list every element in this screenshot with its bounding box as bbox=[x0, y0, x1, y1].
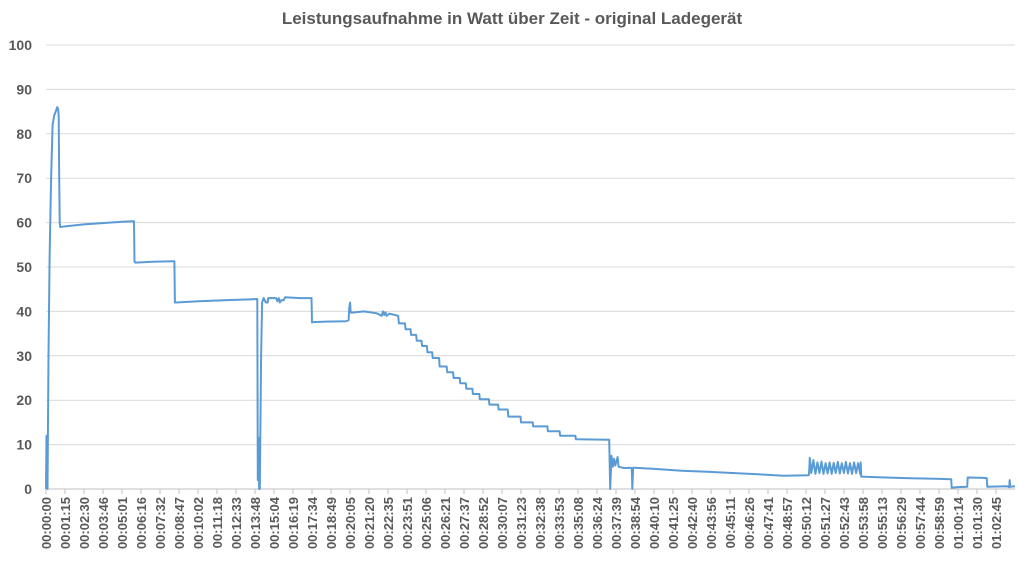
x-tick-label: 00:55:13 bbox=[875, 497, 890, 549]
x-tick-label: 00:25:06 bbox=[419, 497, 434, 549]
x-tick-label: 00:37:39 bbox=[609, 497, 624, 549]
series-layer bbox=[45, 106, 1016, 490]
x-tick-label: 00:46:26 bbox=[742, 497, 757, 549]
x-tick-label: 00:35:08 bbox=[571, 497, 586, 549]
y-tick-label: 20 bbox=[16, 392, 32, 408]
x-tick-label: 00:32:38 bbox=[533, 497, 548, 549]
x-tick-label: 00:00:00 bbox=[39, 497, 54, 549]
x-tick-label: 00:30:07 bbox=[495, 497, 510, 549]
x-tick-label: 00:20:05 bbox=[343, 497, 358, 549]
x-tick-label: 00:50:12 bbox=[799, 497, 814, 549]
x-tick-label: 00:58:59 bbox=[932, 497, 947, 549]
x-tick-label: 00:41:25 bbox=[666, 497, 681, 549]
x-tick-label: 00:28:52 bbox=[476, 497, 491, 549]
x-tick-label: 00:31:23 bbox=[514, 497, 529, 549]
y-tick-label: 70 bbox=[16, 170, 32, 186]
x-tick-label: 01:00:14 bbox=[951, 496, 966, 549]
x-tick-label: 00:33:53 bbox=[552, 497, 567, 549]
x-tick-label: 00:03:46 bbox=[96, 497, 111, 549]
x-tick-label: 00:08:47 bbox=[172, 497, 187, 549]
x-tick-label: 00:56:29 bbox=[894, 497, 909, 549]
y-tick-label: 30 bbox=[16, 348, 32, 364]
x-tick-label: 00:12:33 bbox=[229, 497, 244, 549]
x-tick-label: 00:11:18 bbox=[210, 497, 225, 548]
x-tick-label: 00:27:37 bbox=[457, 497, 472, 549]
x-tick-label: 00:57:44 bbox=[913, 496, 928, 549]
x-tick-label: 00:21:20 bbox=[362, 497, 377, 549]
x-tick-label: 00:02:30 bbox=[77, 497, 92, 549]
x-tick-label: 00:36:24 bbox=[590, 496, 605, 549]
x-tick-label: 00:51:27 bbox=[818, 497, 833, 549]
x-tick-label: 00:26:21 bbox=[438, 497, 453, 549]
x-tick-label: 00:40:10 bbox=[647, 497, 662, 549]
x-tick-label: 00:05:01 bbox=[115, 497, 130, 549]
y-tick-label: 10 bbox=[16, 437, 32, 453]
x-tick-label: 00:13:48 bbox=[248, 497, 263, 549]
x-tick-label: 00:01:15 bbox=[58, 497, 73, 549]
y-tick-label: 40 bbox=[16, 303, 32, 319]
x-tick-label: 00:47:41 bbox=[761, 497, 776, 549]
x-tick-label: 00:07:32 bbox=[153, 497, 168, 549]
series-line-0 bbox=[45, 106, 1016, 490]
x-tick-label: 00:45:11 bbox=[723, 497, 738, 548]
x-tick-label: 00:23:51 bbox=[400, 497, 415, 549]
x-tick-label: 00:48:57 bbox=[780, 497, 795, 549]
x-tick-label: 01:02:45 bbox=[989, 497, 1004, 549]
y-tick-label: 100 bbox=[9, 37, 33, 53]
x-axis-ticks: 00:00:00 00:01:15 00:02:30 00:03:46 00:05:01… bbox=[39, 489, 1004, 549]
x-tick-label: 00:10:02 bbox=[191, 497, 206, 549]
x-tick-label: 00:38:54 bbox=[628, 496, 643, 549]
gridlines bbox=[46, 44, 1015, 446]
y-tick-label: 90 bbox=[16, 81, 32, 97]
x-tick-label: 00:06:16 bbox=[134, 497, 149, 549]
x-tick-label: 00:53:58 bbox=[856, 497, 871, 549]
x-tick-label: 00:52:43 bbox=[837, 497, 852, 549]
x-tick-label: 00:18:49 bbox=[324, 497, 339, 549]
x-tick-label: 01:01:30 bbox=[970, 497, 985, 549]
x-tick-label: 00:16:19 bbox=[286, 497, 301, 549]
y-tick-label: 60 bbox=[16, 215, 32, 231]
y-tick-label: 0 bbox=[24, 481, 32, 497]
x-tick-label: 00:42:40 bbox=[685, 497, 700, 549]
y-tick-label: 50 bbox=[16, 259, 32, 275]
y-axis-ticks: 0 10 20 30 40 50 60 70 80 90 100 bbox=[9, 37, 33, 497]
x-tick-label: 00:22:35 bbox=[381, 497, 396, 549]
x-tick-label: 00:17:34 bbox=[305, 496, 320, 549]
x-tick-label: 00:15:04 bbox=[267, 496, 282, 549]
y-tick-label: 80 bbox=[16, 126, 32, 142]
x-tick-label: 00:43:56 bbox=[704, 497, 719, 549]
chart-title: Leistungsaufnahme in Watt über Zeit - or… bbox=[282, 9, 743, 28]
